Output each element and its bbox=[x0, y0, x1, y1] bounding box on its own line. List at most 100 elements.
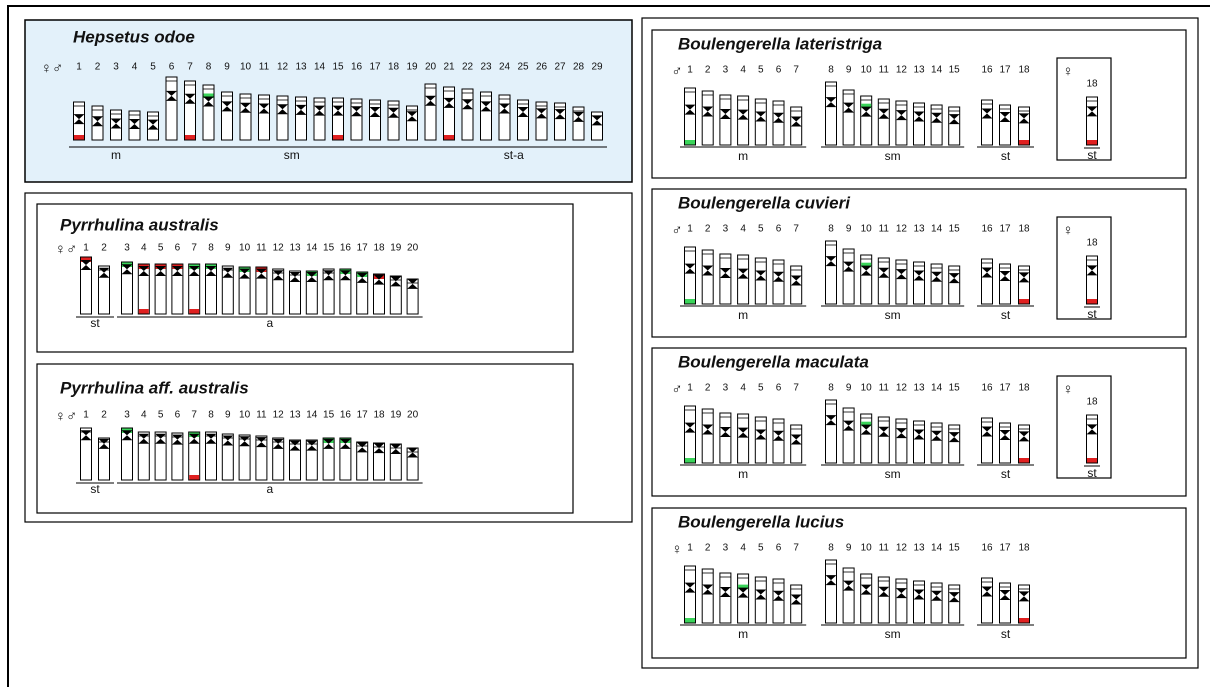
chromosome bbox=[896, 419, 907, 463]
chromosome bbox=[878, 577, 889, 623]
chromosome-number: 15 bbox=[323, 243, 335, 254]
chromosome bbox=[949, 585, 960, 623]
chromosome bbox=[388, 101, 399, 140]
chromosome-number: 5 bbox=[158, 243, 164, 254]
chromosome bbox=[738, 574, 749, 623]
chromosome-number: 10 bbox=[239, 243, 251, 254]
chromosome bbox=[878, 99, 889, 145]
chromosome-number: 9 bbox=[225, 243, 231, 254]
chromosome bbox=[536, 102, 547, 140]
group-label: sm bbox=[885, 627, 901, 641]
chromosome bbox=[240, 94, 251, 140]
chromosome-number: 8 bbox=[828, 65, 834, 76]
inset-sex: ♀ bbox=[1062, 63, 1073, 80]
chromosome-number: 5 bbox=[758, 224, 764, 235]
chromosome bbox=[949, 266, 960, 304]
group-label: st bbox=[1001, 467, 1011, 481]
chromosome-number: 12 bbox=[273, 243, 285, 254]
sex-symbol: ♀♂ bbox=[55, 241, 78, 258]
chromosome-number: 17 bbox=[999, 65, 1011, 76]
chromosome-number: 12 bbox=[896, 65, 908, 76]
chromosome bbox=[1087, 256, 1098, 304]
chromosome-number: 9 bbox=[846, 383, 852, 394]
chromosome-number: 3 bbox=[723, 543, 729, 554]
chromosome bbox=[982, 418, 993, 463]
chromosome-number: 20 bbox=[407, 243, 419, 254]
band bbox=[685, 299, 695, 304]
chromosome-number: 28 bbox=[573, 62, 585, 73]
sex-symbol: ♂ bbox=[671, 381, 682, 398]
chromosome-number: 2 bbox=[101, 410, 107, 421]
chromosome-number: 1 bbox=[83, 410, 89, 421]
chromosome-number: 9 bbox=[225, 410, 231, 421]
group-label: sm bbox=[284, 148, 300, 162]
band bbox=[685, 458, 695, 463]
chromosome-number: 14 bbox=[314, 62, 326, 73]
chromosome bbox=[826, 82, 837, 145]
band bbox=[1019, 299, 1029, 304]
sex-symbol: ♀♂ bbox=[41, 60, 64, 77]
chromosome-number: 1 bbox=[687, 383, 693, 394]
chromosome-number: 18 bbox=[1018, 65, 1030, 76]
chromosome-number: 14 bbox=[306, 410, 318, 421]
chromosome-number: 4 bbox=[740, 543, 746, 554]
chromosome bbox=[185, 81, 196, 140]
chromosome-number: 15 bbox=[949, 224, 961, 235]
chromosome-number: 18 bbox=[1018, 224, 1030, 235]
chromosome-number: 9 bbox=[224, 62, 230, 73]
chromosome-number: 4 bbox=[132, 62, 138, 73]
chromosome bbox=[720, 413, 731, 463]
chromosome bbox=[826, 400, 837, 463]
chromosome bbox=[407, 106, 418, 140]
chromosome bbox=[685, 406, 696, 463]
chromosome bbox=[931, 583, 942, 623]
chromosome-number: 10 bbox=[861, 224, 873, 235]
chromosome-number: 19 bbox=[390, 410, 402, 421]
chromosome-number: 14 bbox=[931, 383, 943, 394]
band bbox=[1087, 458, 1097, 463]
chromosome bbox=[843, 568, 854, 623]
chromosome-number: 9 bbox=[846, 65, 852, 76]
chromosome bbox=[773, 579, 784, 623]
chromosome-number: 13 bbox=[289, 243, 301, 254]
chromosome bbox=[931, 423, 942, 463]
group-label: st bbox=[1001, 308, 1011, 322]
chromosome bbox=[702, 250, 713, 304]
chromosome bbox=[518, 100, 529, 140]
chromosome-number: 17 bbox=[999, 224, 1011, 235]
chromosome-number: 7 bbox=[793, 543, 799, 554]
chromosome-number: 4 bbox=[141, 243, 147, 254]
inset-number: 18 bbox=[1086, 397, 1098, 408]
chromosome bbox=[861, 255, 872, 304]
chromosome bbox=[1000, 264, 1011, 304]
chromosome-number: 11 bbox=[259, 62, 270, 73]
chromosome bbox=[914, 581, 925, 623]
chromosome bbox=[949, 107, 960, 145]
chromosome bbox=[166, 77, 177, 140]
chromosome-number: 17 bbox=[357, 243, 369, 254]
chromosome-number: 16 bbox=[981, 543, 993, 554]
band bbox=[1087, 299, 1097, 304]
chromosome-number: 4 bbox=[740, 65, 746, 76]
chromosome-number: 1 bbox=[83, 243, 89, 254]
chromosome-number: 16 bbox=[981, 224, 993, 235]
group-label: sm bbox=[885, 149, 901, 163]
chromosome-number: 11 bbox=[879, 543, 890, 554]
chromosome bbox=[773, 101, 784, 145]
chromosome-number: 15 bbox=[949, 383, 961, 394]
chromosome bbox=[314, 98, 325, 140]
chromosome-number: 16 bbox=[981, 65, 993, 76]
chromosome bbox=[1019, 585, 1030, 623]
figure: Hepsetus odoe♀♂1234567891011121314151617… bbox=[0, 0, 1210, 687]
chromosome-number: 11 bbox=[879, 383, 890, 394]
chromosome-number: 17 bbox=[369, 62, 381, 73]
group-label: sm bbox=[885, 467, 901, 481]
band bbox=[189, 309, 199, 314]
chromosome bbox=[773, 260, 784, 304]
band bbox=[685, 618, 695, 623]
chromosome-number: 15 bbox=[323, 410, 335, 421]
chromosome bbox=[702, 409, 713, 463]
chromosome-number: 10 bbox=[861, 65, 873, 76]
chromosome-number: 13 bbox=[295, 62, 307, 73]
chromosome-number: 9 bbox=[846, 224, 852, 235]
